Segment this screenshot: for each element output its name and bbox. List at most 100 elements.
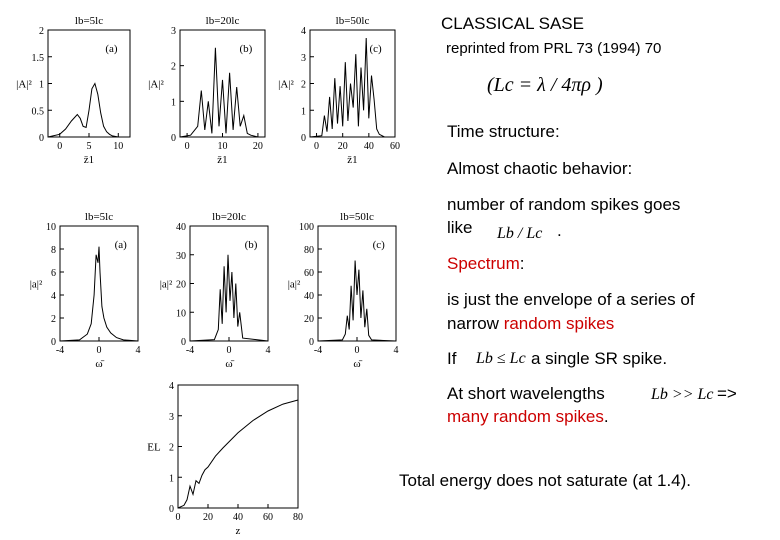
chart-frame (47, 29, 131, 138)
y-tick-label: 2 (169, 443, 174, 454)
x-tick-label: 4 (266, 345, 271, 356)
x-tick-label: 20 (253, 141, 263, 152)
x-tick-label: 60 (390, 141, 400, 152)
if-word: If (447, 349, 457, 368)
panel-label: (c) (373, 239, 386, 251)
chart-title: lb=50lc (340, 211, 374, 223)
x-tick-label: 80 (293, 512, 303, 523)
spikes-dot: . (557, 221, 562, 240)
y-tick-label: 3 (171, 26, 176, 37)
chart-frame (177, 384, 299, 509)
y-tick-label: 0 (169, 504, 174, 515)
series-line (59, 246, 139, 342)
many-random-spikes: many random spikes (447, 407, 604, 426)
panel-label: (b) (240, 43, 253, 55)
panel-label: (a) (115, 239, 128, 251)
y-tick-label: 3 (301, 53, 306, 64)
x-tick-label: 40 (364, 141, 374, 152)
x-tick-label: 40 (233, 512, 243, 523)
x-tick-label: 4 (394, 345, 399, 356)
x-axis-label: ω̄ (95, 358, 104, 370)
chart-title: lb=5lc (85, 211, 113, 223)
chart-title: lb=50lc (336, 15, 370, 27)
spikes-text-line1: number of random spikes goes (447, 195, 681, 214)
x-tick-label: 0 (185, 141, 190, 152)
y-axis-label: |A|² (278, 79, 294, 91)
y-tick-label: 0 (51, 337, 56, 348)
x-axis-label: z̄1 (217, 154, 227, 166)
spikes-text-like: like (447, 218, 473, 237)
x-tick-label: 4 (136, 345, 141, 356)
y-tick-label: 4 (301, 26, 306, 37)
chart-frame (309, 29, 396, 138)
many-spikes-period: . (603, 407, 609, 426)
y-tick-label: 1 (169, 473, 174, 484)
y-tick-label: 0 (171, 133, 176, 144)
y-tick-label: 0.5 (32, 106, 45, 117)
x-tick-label: 0 (176, 512, 181, 523)
x-tick-label: 60 (263, 512, 273, 523)
y-tick-label: 20 (176, 280, 186, 291)
envelope-narrow: narrow (447, 314, 504, 333)
series-line (317, 260, 397, 342)
x-tick-label: 0 (57, 141, 62, 152)
y-tick-label: 0 (181, 337, 186, 348)
x-axis-label: z̄1 (84, 154, 94, 166)
y-tick-label: 2 (171, 62, 176, 73)
y-tick-label: 30 (176, 251, 186, 262)
many-spikes-line: many random spikes. (447, 406, 609, 427)
series-line (177, 399, 299, 509)
x-axis-label: ω̄ (353, 358, 362, 370)
y-tick-label: 0 (39, 133, 44, 144)
spectrum-heading: Spectrum: (447, 253, 524, 274)
x-tick-label: -4 (314, 345, 322, 356)
y-tick-label: 0 (309, 337, 314, 348)
y-tick-label: 40 (304, 291, 314, 302)
x-tick-label: -4 (56, 345, 64, 356)
implies-arrow: => (717, 384, 737, 403)
y-axis-label: |A|² (16, 79, 32, 91)
y-tick-label: 2 (51, 314, 56, 325)
y-tick-label: 10 (176, 308, 186, 319)
if-formula: Lb ≤ Lc (476, 350, 526, 367)
spectrum-colon: : (519, 254, 525, 273)
panel-label: (a) (105, 43, 118, 55)
y-tick-label: 4 (51, 291, 56, 302)
chart-0: 0 0.5 1 1.5 2 0 5 10 lb=5lc (a) |A|² z̄1 (16, 15, 131, 166)
x-tick-label: 20 (338, 141, 348, 152)
total-energy-text: Total energy does not saturate (at 1.4). (399, 471, 692, 490)
x-axis-label: z̄1 (347, 154, 357, 166)
y-axis-label: EL (147, 442, 161, 454)
coherence-length-formula: (Lc = λ / 4πρ ) (487, 74, 603, 96)
y-tick-label: 20 (304, 314, 314, 325)
y-tick-label: 4 (169, 381, 174, 392)
spikes-formula: Lb / Lc (497, 225, 543, 242)
y-tick-label: 100 (299, 222, 314, 233)
y-tick-label: 40 (176, 222, 186, 233)
reference-note: reprinted from PRL 73 (1994) 70 (446, 40, 662, 57)
y-tick-label: 2 (301, 80, 306, 91)
panel-label: (c) (370, 43, 383, 55)
x-tick-label: -4 (186, 345, 194, 356)
series-line (189, 254, 269, 342)
chart-title: lb=5lc (75, 15, 103, 27)
x-tick-label: 0 (314, 141, 319, 152)
time-structure-heading: Time structure: (447, 122, 560, 141)
x-axis-label: z (236, 525, 241, 537)
if-single-spike: a single SR spike. (531, 349, 668, 368)
y-tick-label: 2 (39, 26, 44, 37)
x-tick-label: 10 (113, 141, 123, 152)
envelope-text-line2: narrow random spikes (447, 313, 614, 334)
y-tick-label: 1 (171, 97, 176, 108)
x-axis-label: ω̄ (225, 358, 234, 370)
y-tick-label: 10 (46, 222, 56, 233)
x-tick-label: 10 (218, 141, 228, 152)
y-tick-label: 1 (39, 80, 44, 91)
x-tick-label: 0 (97, 345, 102, 356)
short-wavelength-formula: Lb >> Lc (651, 386, 714, 403)
